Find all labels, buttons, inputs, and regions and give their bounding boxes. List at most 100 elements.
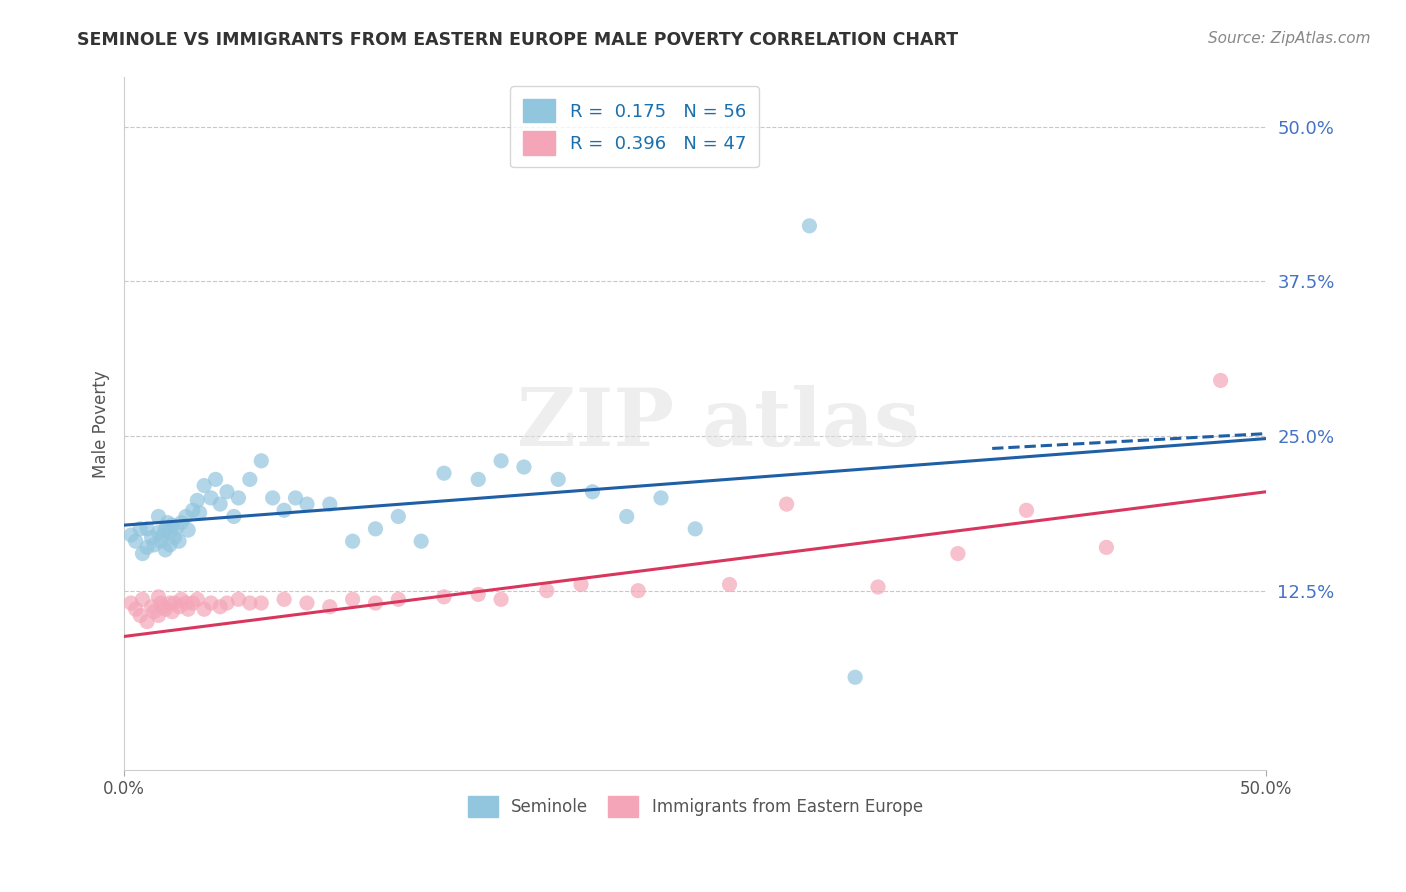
Point xyxy=(215,596,238,610)
Text: Source: ZipAtlas.com: Source: ZipAtlas.com xyxy=(1208,31,1371,46)
Point xyxy=(156,516,179,530)
Point xyxy=(181,596,204,610)
Point xyxy=(124,602,146,616)
Point xyxy=(387,592,409,607)
Point xyxy=(489,454,512,468)
Point xyxy=(273,503,295,517)
Point xyxy=(650,491,672,505)
Point xyxy=(319,497,342,511)
Y-axis label: Male Poverty: Male Poverty xyxy=(93,370,110,477)
Point xyxy=(166,520,188,534)
Point xyxy=(174,596,197,610)
Point xyxy=(467,472,489,486)
Point xyxy=(364,522,387,536)
Point xyxy=(228,592,250,607)
Point xyxy=(181,503,204,517)
Point xyxy=(148,509,170,524)
Point xyxy=(159,538,181,552)
Point xyxy=(170,516,193,530)
Point xyxy=(228,491,250,505)
Point xyxy=(616,509,638,524)
Point xyxy=(239,596,262,610)
Point xyxy=(142,605,165,619)
Point xyxy=(489,592,512,607)
Point xyxy=(120,528,142,542)
Point xyxy=(120,596,142,610)
Point xyxy=(129,522,152,536)
Point xyxy=(136,541,159,555)
Point xyxy=(155,522,177,536)
Point xyxy=(141,599,163,614)
Point xyxy=(174,509,197,524)
Point xyxy=(1015,503,1038,517)
Point xyxy=(1209,373,1232,387)
Point xyxy=(186,493,208,508)
Point xyxy=(148,590,170,604)
Point xyxy=(627,583,650,598)
Point xyxy=(159,596,181,610)
Point xyxy=(141,531,163,545)
Point xyxy=(193,478,215,492)
Point xyxy=(149,534,172,549)
Point xyxy=(152,528,174,542)
Point xyxy=(167,534,190,549)
Point xyxy=(160,518,183,533)
Point xyxy=(152,599,174,614)
Point xyxy=(200,596,222,610)
Point xyxy=(149,596,172,610)
Point xyxy=(513,460,536,475)
Point xyxy=(163,596,186,610)
Point xyxy=(129,608,152,623)
Point xyxy=(342,592,364,607)
Point xyxy=(433,466,456,480)
Point xyxy=(204,472,226,486)
Point xyxy=(170,592,193,607)
Point xyxy=(177,602,200,616)
Point xyxy=(250,454,273,468)
Point xyxy=(167,599,190,614)
Point xyxy=(155,542,177,557)
Text: ZIP atlas: ZIP atlas xyxy=(517,384,920,463)
Point xyxy=(142,538,165,552)
Point xyxy=(581,484,603,499)
Point xyxy=(411,534,433,549)
Point xyxy=(433,590,456,604)
Text: SEMINOLE VS IMMIGRANTS FROM EASTERN EUROPE MALE POVERTY CORRELATION CHART: SEMINOLE VS IMMIGRANTS FROM EASTERN EURO… xyxy=(77,31,959,49)
Point xyxy=(160,605,183,619)
Point xyxy=(273,592,295,607)
Point xyxy=(186,592,208,607)
Point xyxy=(866,580,889,594)
Point xyxy=(683,522,706,536)
Point xyxy=(387,509,409,524)
Point xyxy=(467,587,489,601)
Point xyxy=(718,577,741,591)
Point xyxy=(209,497,232,511)
Point xyxy=(159,524,181,539)
Point xyxy=(222,509,245,524)
Point xyxy=(342,534,364,549)
Point xyxy=(946,547,969,561)
Point xyxy=(250,596,273,610)
Point xyxy=(1095,541,1118,555)
Point xyxy=(536,583,558,598)
Point xyxy=(188,506,211,520)
Point xyxy=(200,491,222,505)
Point xyxy=(284,491,307,505)
Point xyxy=(148,608,170,623)
Point xyxy=(177,523,200,537)
Point xyxy=(364,596,387,610)
Point xyxy=(319,599,342,614)
Point xyxy=(775,497,797,511)
Point xyxy=(163,531,186,545)
Point xyxy=(131,592,153,607)
Point xyxy=(136,615,159,629)
Point xyxy=(239,472,262,486)
Point xyxy=(844,670,866,684)
Point xyxy=(136,522,159,536)
Point xyxy=(799,219,821,233)
Point xyxy=(155,602,177,616)
Point xyxy=(295,596,318,610)
Point xyxy=(547,472,569,486)
Point xyxy=(193,602,215,616)
Point xyxy=(124,534,146,549)
